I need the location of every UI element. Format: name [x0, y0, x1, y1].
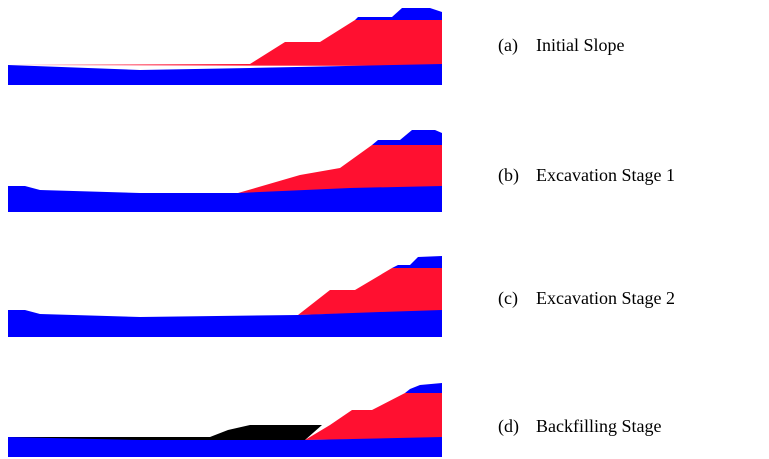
panel-c: (c) Excavation Stage 2 [8, 256, 675, 337]
soil-layer [305, 393, 442, 440]
panel-title: Excavation Stage 2 [536, 288, 675, 308]
bedrock [8, 186, 442, 212]
cap-layer [405, 383, 442, 393]
cap-layer [355, 8, 442, 20]
cap-layer [392, 256, 442, 268]
soil-layer [298, 268, 442, 315]
panel-d: (d) Backfilling Stage [8, 383, 661, 457]
cap-layer [372, 130, 442, 145]
panel-a: (a) Initial Slope [8, 8, 625, 85]
bedrock [8, 437, 442, 457]
panel-b: (b) Excavation Stage 1 [8, 130, 675, 212]
figure: (a) Initial Slope (b) Excavation Stage 1… [0, 0, 769, 459]
panel-title: Initial Slope [536, 35, 625, 55]
panel-label: (c) [498, 288, 518, 309]
backfill [8, 425, 322, 440]
bedrock [8, 310, 442, 337]
panel-label: (d) [498, 416, 519, 437]
bedrock [8, 64, 442, 85]
panel-label: (a) [498, 35, 518, 56]
panel-label: (b) [498, 165, 519, 186]
panel-title: Backfilling Stage [536, 416, 661, 436]
soil-layer [8, 20, 442, 66]
panel-title: Excavation Stage 1 [536, 165, 675, 185]
soil-layer [238, 145, 442, 193]
